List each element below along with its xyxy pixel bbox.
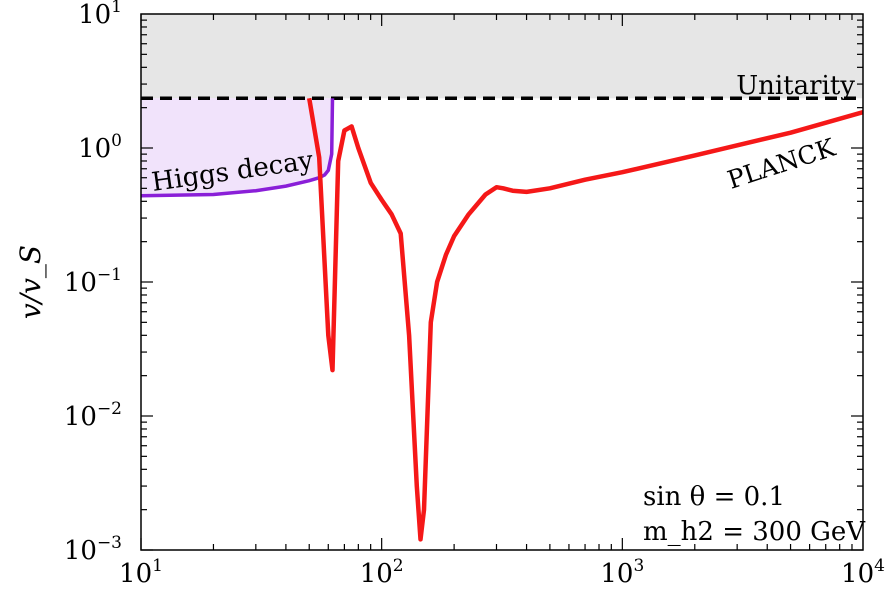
- unitarity-excluded-band: [141, 14, 863, 99]
- x-tick-label: 101: [119, 556, 163, 589]
- y-axis-label: v/v_S: [14, 245, 47, 319]
- y-tick-label: 10−3: [64, 533, 122, 566]
- plot-frame: [140, 13, 864, 551]
- higgs-decay-boundary-line: [141, 98, 335, 198]
- y-tick-label: 10−1: [64, 265, 122, 298]
- x-axis-ticks: [140, 14, 853, 550]
- y-tick-label: 10−2: [64, 399, 122, 432]
- y-tick-label: 101: [78, 0, 122, 30]
- sin-theta-label: sin θ = 0.1: [643, 482, 785, 512]
- planck-curve: [306, 97, 863, 542]
- mass-label: m_h2 = 300 GeV: [643, 517, 866, 547]
- y-axis-tick-labels: 10−3 10−2 10−1 100 101: [64, 0, 122, 566]
- unitarity-label: Unitarity: [736, 71, 855, 101]
- x-tick-label: 102: [360, 556, 404, 589]
- x-tick-label: 103: [600, 556, 644, 589]
- higgs-decay-excluded-region: [141, 98, 333, 196]
- planck-label: PLANCK: [724, 132, 840, 194]
- y-tick-label: 100: [78, 131, 122, 164]
- y-axis-ticks: [141, 19, 863, 551]
- x-axis-tick-labels: 101 102 103 104: [119, 556, 885, 589]
- x-tick-label: 104: [841, 556, 885, 589]
